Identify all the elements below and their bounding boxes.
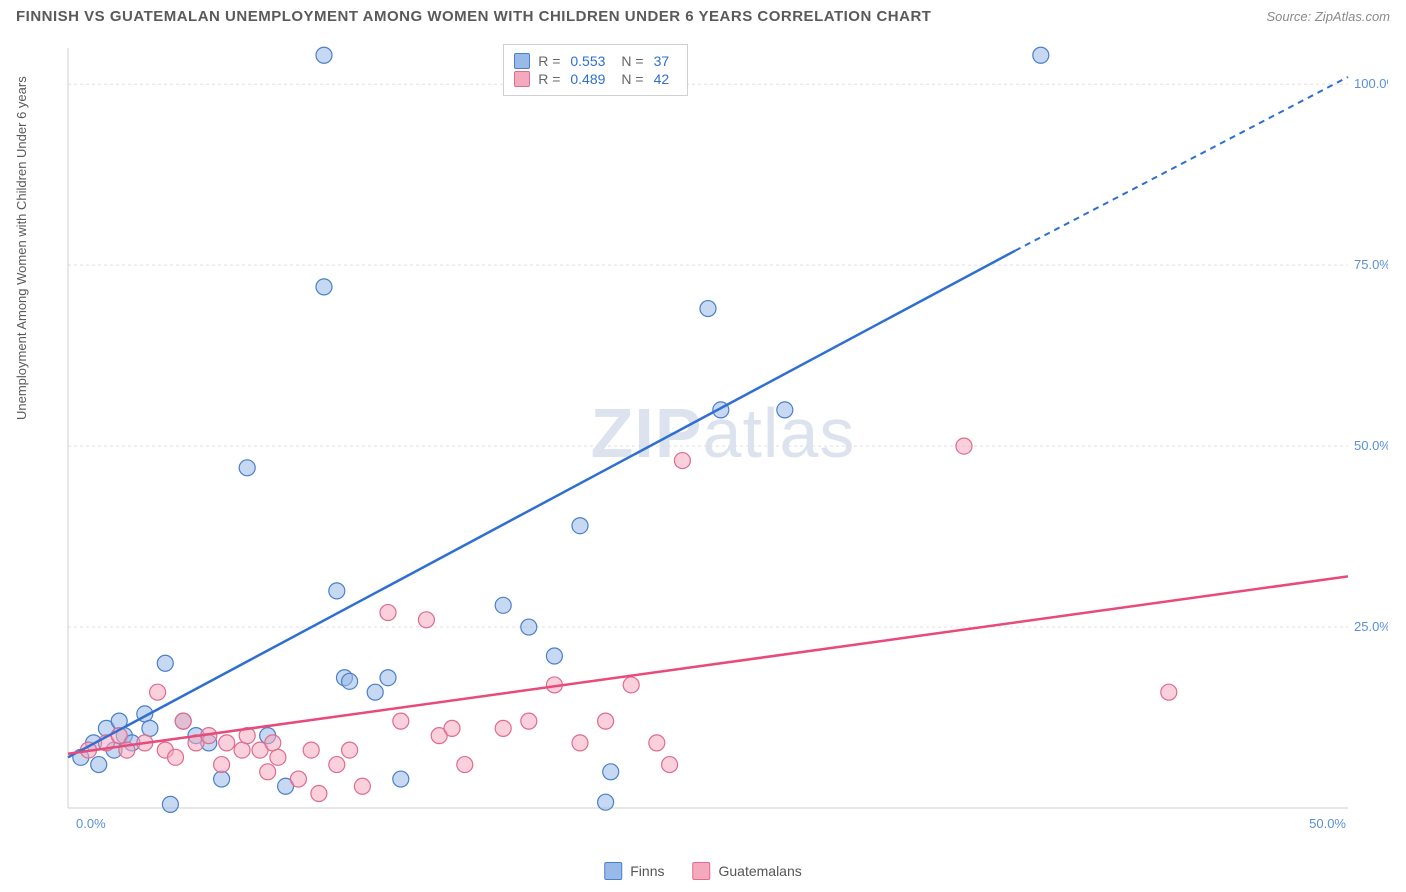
- data-point: [418, 612, 434, 628]
- data-point: [150, 684, 166, 700]
- data-point: [367, 684, 383, 700]
- data-point: [260, 764, 276, 780]
- data-point: [521, 713, 537, 729]
- data-point: [239, 460, 255, 476]
- data-point: [572, 518, 588, 534]
- data-point: [598, 794, 614, 810]
- x-tick-label: 0.0%: [76, 816, 106, 828]
- data-point: [214, 771, 230, 787]
- data-point: [662, 757, 678, 773]
- series-legend: Finns Guatemalans: [604, 862, 802, 880]
- data-point: [342, 673, 358, 689]
- r-value: 0.553: [570, 53, 605, 69]
- n-label: N =: [621, 71, 643, 87]
- data-point: [495, 597, 511, 613]
- n-label: N =: [621, 53, 643, 69]
- data-point: [603, 764, 619, 780]
- n-value: 42: [654, 71, 670, 87]
- legend-label: Guatemalans: [718, 863, 801, 879]
- legend-label: Finns: [630, 863, 664, 879]
- data-point: [521, 619, 537, 635]
- r-value: 0.489: [570, 71, 605, 87]
- data-point: [572, 735, 588, 751]
- data-point: [457, 757, 473, 773]
- swatch-icon: [514, 71, 530, 87]
- data-point: [1033, 47, 1049, 63]
- stats-row: R = 0.489 N = 42: [514, 71, 677, 87]
- swatch-icon: [514, 53, 530, 69]
- data-point: [168, 749, 184, 765]
- legend-item-finns: Finns: [604, 862, 664, 880]
- data-point: [342, 742, 358, 758]
- r-label: R =: [538, 53, 560, 69]
- chart-area: ZIPatlas 25.0%50.0%75.0%100.0%0.0%50.0% …: [58, 38, 1388, 828]
- data-point: [265, 735, 281, 751]
- trend-line-finns-extrapolated: [1015, 77, 1348, 251]
- y-tick-label: 25.0%: [1354, 619, 1388, 634]
- data-point: [1161, 684, 1177, 700]
- data-point: [393, 771, 409, 787]
- data-point: [444, 720, 460, 736]
- scatter-plot-svg: 25.0% 50.0% 75.0% 100.0% 0.0% 50.0%: [58, 38, 1388, 828]
- data-point: [214, 757, 230, 773]
- data-point: [219, 735, 235, 751]
- stats-row: R = 0.553 N = 37: [514, 53, 677, 69]
- n-value: 37: [654, 53, 670, 69]
- data-point: [290, 771, 306, 787]
- y-axis-label: Unemployment Among Women with Children U…: [14, 76, 29, 420]
- legend-item-guatemalans: Guatemalans: [692, 862, 801, 880]
- x-tick-label: 50.0%: [1309, 816, 1346, 828]
- title-bar: FINNISH VS GUATEMALAN UNEMPLOYMENT AMONG…: [0, 0, 1406, 29]
- data-point: [142, 720, 158, 736]
- stats-legend-box: R = 0.553 N = 37 R = 0.489 N = 42: [503, 44, 688, 96]
- data-point: [270, 749, 286, 765]
- data-point: [91, 757, 107, 773]
- swatch-blue-icon: [604, 862, 622, 880]
- trend-line-finns: [68, 251, 1015, 758]
- data-point: [157, 655, 173, 671]
- y-tick-label: 100.0%: [1354, 76, 1388, 91]
- data-point: [329, 757, 345, 773]
- swatch-pink-icon: [692, 862, 710, 880]
- data-point: [329, 583, 345, 599]
- data-point: [380, 605, 396, 621]
- chart-title: FINNISH VS GUATEMALAN UNEMPLOYMENT AMONG…: [16, 8, 931, 25]
- data-point: [311, 786, 327, 802]
- data-point: [393, 713, 409, 729]
- r-label: R =: [538, 71, 560, 87]
- data-point: [303, 742, 319, 758]
- data-point: [234, 742, 250, 758]
- trend-line-guatemalans: [68, 576, 1348, 753]
- data-point: [546, 648, 562, 664]
- data-point: [316, 279, 332, 295]
- data-point: [162, 796, 178, 812]
- y-tick-label: 50.0%: [1354, 438, 1388, 453]
- data-point: [649, 735, 665, 751]
- data-point: [175, 713, 191, 729]
- data-point: [380, 670, 396, 686]
- y-tick-label: 75.0%: [1354, 257, 1388, 272]
- data-point: [495, 720, 511, 736]
- data-point: [674, 453, 690, 469]
- data-point: [316, 47, 332, 63]
- data-point: [623, 677, 639, 693]
- data-point: [700, 301, 716, 317]
- data-point: [956, 438, 972, 454]
- data-point: [777, 402, 793, 418]
- data-point: [354, 778, 370, 794]
- data-point: [598, 713, 614, 729]
- source-label: Source: ZipAtlas.com: [1266, 9, 1390, 24]
